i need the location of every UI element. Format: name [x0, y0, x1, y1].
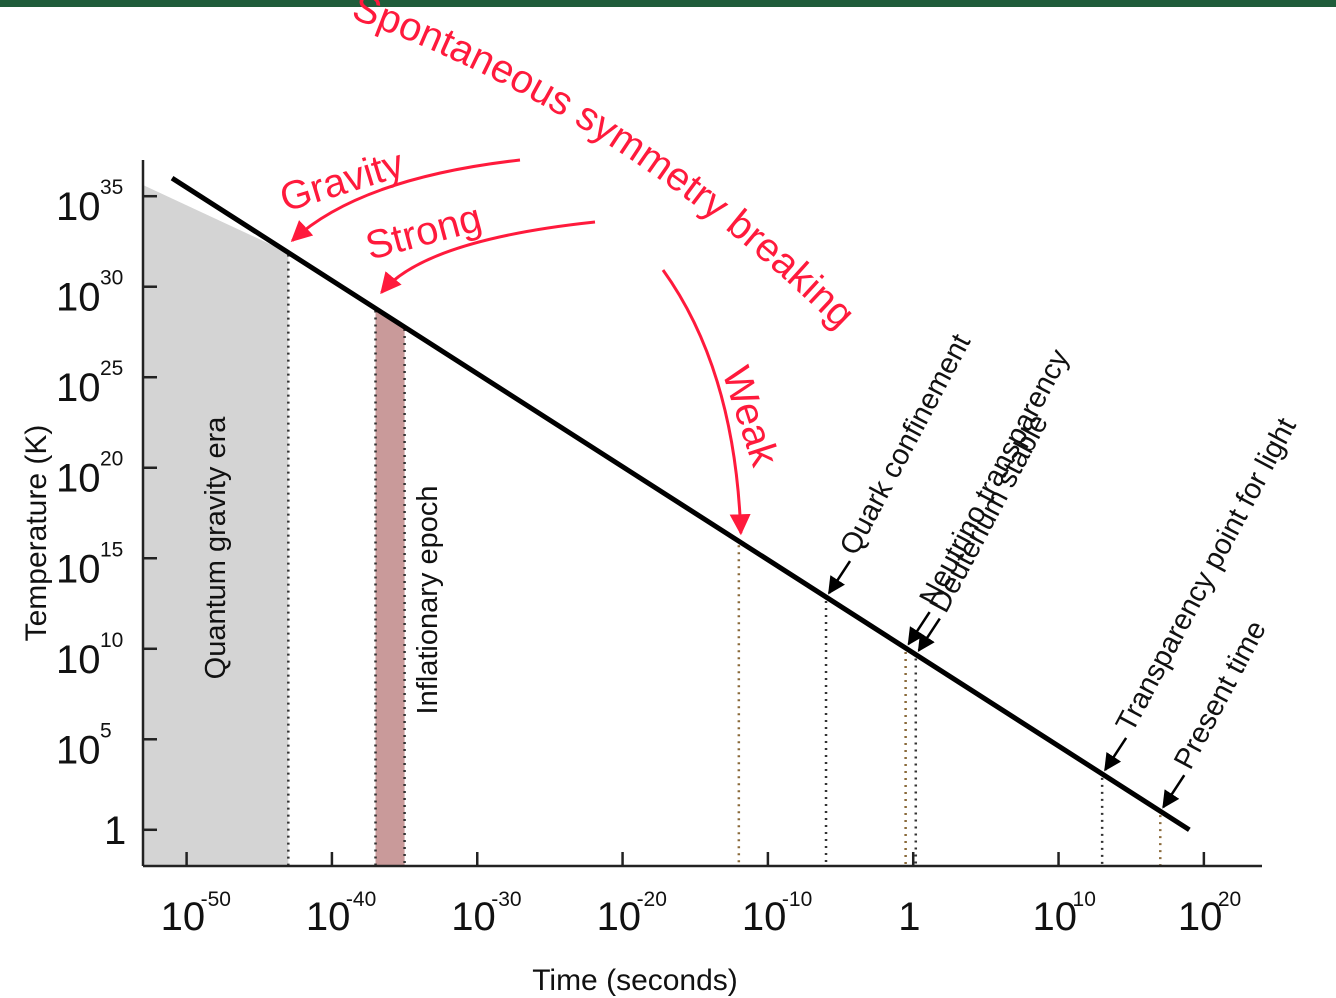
strong-label: Strong — [361, 196, 486, 269]
x-tick-exponent: -50 — [201, 888, 231, 911]
y-tick-label: 10 — [56, 457, 101, 501]
symmetry-path — [350, 18, 880, 372]
x-tick-label: 10 — [306, 895, 351, 939]
x-tick-label: 10 — [742, 895, 787, 939]
x-tick-exponent: -30 — [491, 888, 521, 911]
y-tick-label: 10 — [56, 366, 101, 410]
y-tick-label: 10 — [56, 185, 101, 229]
y-tick-exponent: 25 — [100, 357, 123, 380]
y-tick-exponent: 5 — [100, 719, 112, 742]
inflationary-region — [376, 308, 405, 866]
event-arrow — [1163, 775, 1184, 807]
quantum-gravity-label: Quantum gravity era — [200, 416, 232, 680]
x-tick-exponent: -10 — [782, 888, 812, 911]
x-tick-label: 10 — [161, 895, 206, 939]
y-tick-exponent: 20 — [100, 448, 123, 471]
symmetry-breaking-title-path: Spontaneous symmetry breaking — [347, 0, 863, 337]
x-tick-label: 10 — [1033, 895, 1078, 939]
y-tick-exponent: 30 — [100, 267, 123, 290]
y-tick-exponent: 35 — [100, 176, 123, 199]
y-axis-title: Temperature (K) — [20, 425, 53, 642]
x-tick-label: 10 — [597, 895, 642, 939]
x-tick-exponent: 20 — [1218, 888, 1241, 911]
x-tick-label: 10 — [1178, 895, 1223, 939]
x-tick-label: 10 — [451, 895, 496, 939]
x-tick-exponent: 10 — [1073, 888, 1096, 911]
x-tick-exponent: -20 — [637, 888, 667, 911]
y-tick-exponent: 15 — [100, 538, 123, 561]
event-arrow — [1105, 738, 1126, 770]
symmetry-breaking-title: Spontaneous symmetry breaking — [347, 0, 863, 337]
y-tick-label: 10 — [56, 547, 101, 591]
temperature-line — [172, 178, 1189, 830]
y-tick-label: 10 — [56, 728, 101, 772]
weak-label: Weak — [713, 361, 787, 472]
y-tick-label: 10 — [56, 276, 101, 320]
y-tick-exponent: 10 — [100, 629, 123, 652]
x-tick-exponent: -40 — [346, 888, 376, 911]
y-tick-label: 1 — [104, 809, 126, 853]
event-arrow — [829, 561, 850, 593]
gravity-label: Gravity — [275, 141, 409, 220]
x-axis-title: Time (seconds) — [532, 964, 738, 997]
inflationary-label: Inflationary epoch — [412, 486, 444, 715]
x-tick-label: 1 — [898, 895, 920, 939]
event-label: Deuterium stable — [924, 409, 1055, 618]
y-tick-label: 10 — [56, 638, 101, 682]
